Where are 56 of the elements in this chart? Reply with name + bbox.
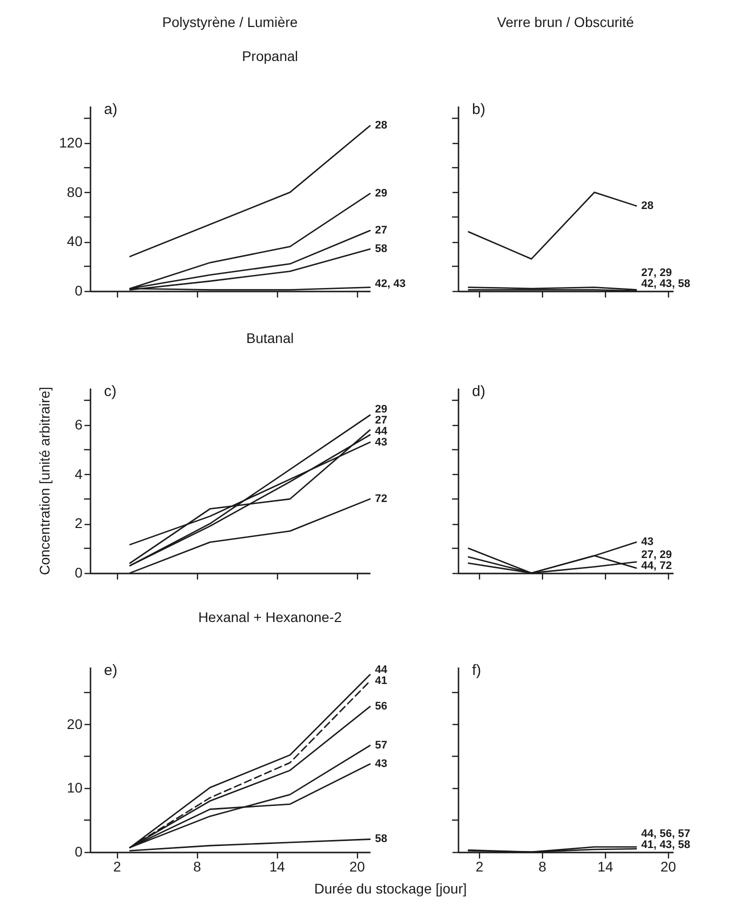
y-tick-label: 0 [74, 564, 83, 580]
series-label: 27 [375, 414, 388, 426]
series-label: 42, 43 [375, 278, 406, 290]
series-label: 43 [641, 536, 654, 548]
series-label: 29 [375, 403, 388, 416]
x-tick-label: 8 [538, 858, 547, 874]
series-label: 58 [375, 243, 388, 256]
series-label: 28 [641, 200, 654, 212]
annotation: c) [104, 383, 116, 400]
y-tick-label: 0 [74, 844, 83, 860]
series-label: 28 [375, 120, 388, 132]
series-label: 44 [375, 425, 388, 438]
series-label: 29 [375, 188, 388, 200]
y-tick-label: 0 [74, 282, 83, 298]
y-tick-label: 40 [66, 233, 83, 250]
x-tick-label: 20 [660, 858, 676, 874]
annotation: a) [104, 101, 118, 118]
chart-title: Polystyrène / Lumière [161, 14, 299, 30]
chart-subtitle: Hexanal + Hexanone-2 [197, 609, 343, 625]
annotation: f) [472, 662, 482, 679]
series-label: 56 [375, 700, 388, 713]
x-tick-label: 2 [113, 858, 122, 874]
series-label: 43 [375, 758, 388, 770]
series-label: 41 [375, 675, 388, 688]
y-axis-title: Concentration [unité arbitraire] [36, 386, 53, 576]
series-label: 57 [375, 739, 388, 752]
series-label: 44, 56, 57 [641, 828, 690, 840]
series-label: 58 [375, 833, 388, 846]
annotation: d) [472, 383, 486, 400]
y-tick-label: 20 [66, 716, 83, 732]
x-axis-title: Durée du stockage [jour] [314, 880, 467, 896]
y-tick-label: 10 [66, 780, 83, 796]
x-tick-label: 2 [476, 858, 484, 874]
series-label: 41, 43, 58 [641, 839, 690, 851]
x-tick-label: 14 [598, 858, 614, 874]
series-label: 44, 72 [641, 560, 672, 572]
series-label: 72 [375, 493, 388, 505]
series-label: 27, 29 [641, 549, 672, 561]
chart-subtitle: Propanal [240, 48, 300, 64]
y-tick-label: 6 [74, 416, 83, 432]
y-tick-label: 4 [74, 466, 83, 482]
annotation: e) [104, 662, 118, 679]
series-label: 44 [375, 664, 388, 676]
series-label: 27 [375, 224, 388, 237]
series-label: 42, 43, 58 [641, 278, 690, 290]
x-tick-label: 8 [193, 858, 202, 874]
annotation: b) [472, 101, 486, 118]
series-label: 43 [375, 436, 388, 448]
x-tick-label: 20 [349, 858, 366, 874]
y-tick-label: 80 [66, 184, 83, 200]
chart-title: Verre brun / Obscurité [496, 14, 635, 30]
series-label: 27, 29 [641, 267, 672, 279]
chart-subtitle: Butanal [245, 330, 295, 346]
y-tick-label: 120 [59, 134, 83, 150]
x-tick-label: 14 [269, 858, 286, 874]
y-tick-label: 2 [74, 515, 83, 532]
